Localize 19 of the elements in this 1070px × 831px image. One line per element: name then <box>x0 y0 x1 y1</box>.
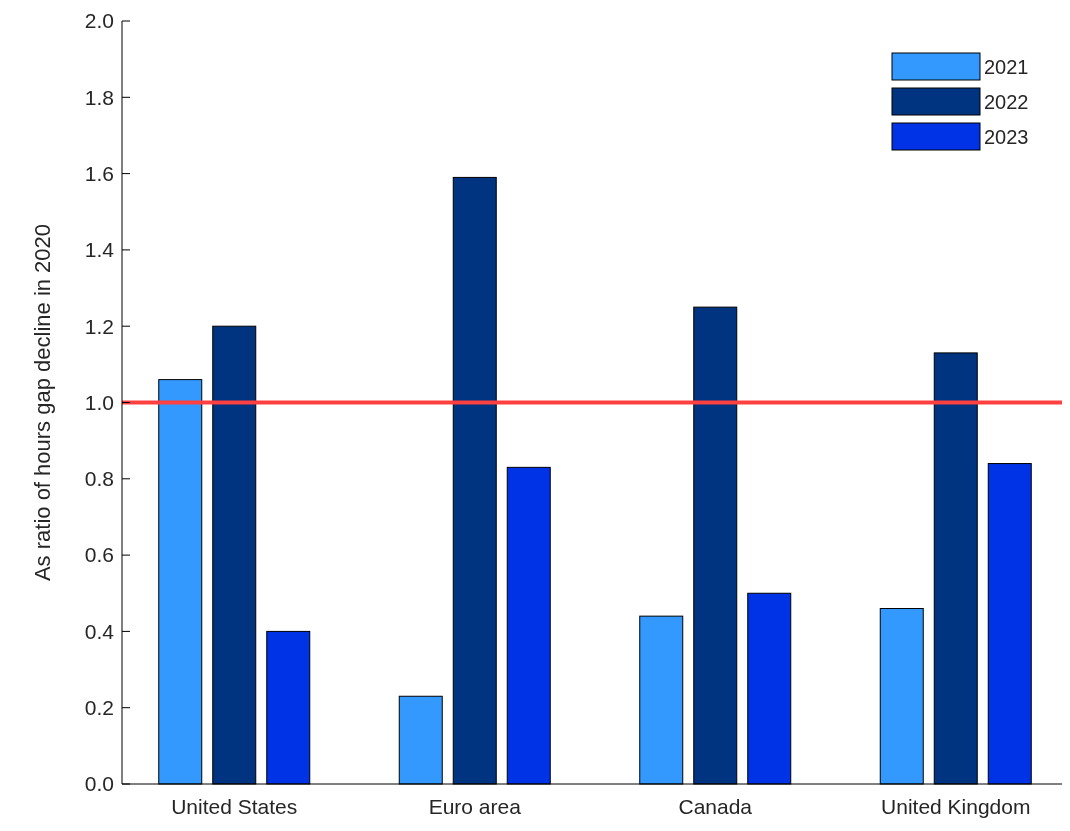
legend-label: 2021 <box>984 56 1029 78</box>
y-tick-label: 0.6 <box>84 543 114 567</box>
y-tick-label: 0.2 <box>84 696 114 720</box>
x-tick-label: United States <box>171 795 298 818</box>
x-tick-label: Canada <box>678 795 753 818</box>
y-tick-label: 0.4 <box>84 619 115 643</box>
y-tick-label: 0.8 <box>84 467 114 491</box>
y-tick-label: 1.0 <box>84 390 114 414</box>
x-tick-label: United Kingdom <box>881 795 1031 818</box>
y-tick-label: 2.0 <box>84 9 114 33</box>
y-tick-label: 1.8 <box>84 85 114 109</box>
y-tick-label: 1.4 <box>84 238 115 262</box>
y-tick-label: 0.0 <box>84 772 114 796</box>
legend-label: 2022 <box>984 91 1029 113</box>
y-axis-title: As ratio of hours gap decline in 2020 <box>30 223 55 582</box>
legend-label: 2023 <box>984 126 1029 148</box>
y-tick-label: 1.2 <box>84 314 114 338</box>
x-tick-label: Euro area <box>428 795 522 818</box>
y-tick-label: 1.6 <box>84 161 114 185</box>
